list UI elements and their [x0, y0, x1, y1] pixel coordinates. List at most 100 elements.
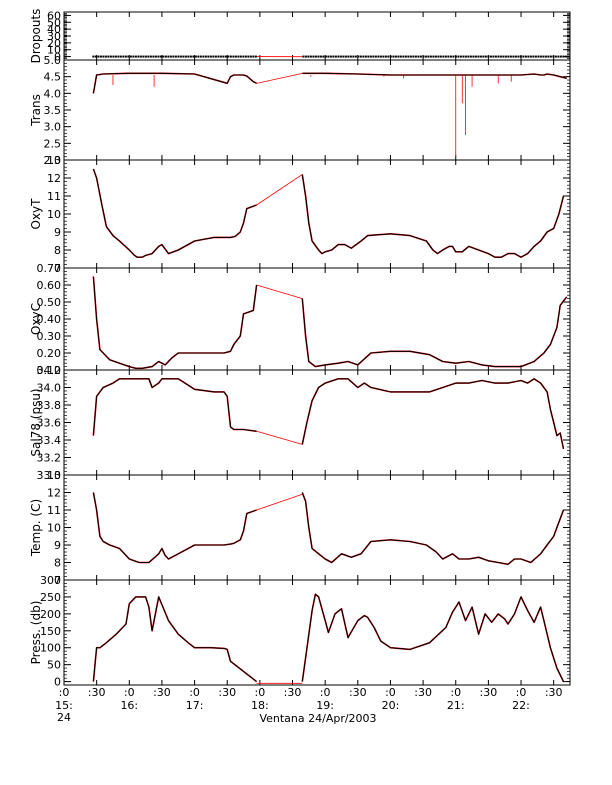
y-tick-label: 12 — [47, 172, 61, 185]
x-tick-label: :30 — [545, 686, 563, 699]
y-tick-label: 12 — [47, 487, 61, 500]
x-tick-label: :0 — [450, 686, 461, 699]
x-hour-label: 15: — [55, 699, 73, 712]
x-tick-label: :30 — [218, 686, 236, 699]
y-tick-label: 5.0 — [44, 54, 62, 67]
y-tick-label: 40 — [47, 23, 61, 36]
y-tick-label: 60 — [47, 9, 61, 22]
gap-connector-line — [256, 493, 303, 511]
y-tick-label: 3.0 — [44, 121, 62, 134]
y-tick-label: 34.2 — [37, 364, 62, 377]
y-tick-label: 0.60 — [37, 279, 62, 292]
y-tick-label: 10 — [47, 522, 61, 535]
series-line — [92, 168, 257, 258]
y-tick-label: 10 — [47, 44, 61, 57]
x-axis: Ventana 24/Apr/2003 :0 :30 :0 :30 :0 :30 :0 :30… — [55, 686, 562, 725]
series-line — [92, 72, 257, 94]
y-axis-title: Temp. (C) — [29, 499, 43, 557]
y-tick-label: 2.0 — [44, 154, 62, 167]
x-tick-label: :30 — [153, 686, 171, 699]
panel-7: 0 50 100 150 200 250 300 Press. (db) — [29, 574, 571, 689]
y-axis-title: Sal78 (psu) — [29, 388, 43, 456]
series-line — [92, 492, 257, 564]
y-axis-title: Trans — [29, 94, 43, 127]
x-tick-label: :0 — [59, 686, 70, 699]
x-hour-label: 20: — [382, 699, 400, 712]
y-tick-label: 150 — [40, 625, 61, 638]
y-axis-title: OxyT — [29, 198, 43, 230]
y-tick-label: 7 — [54, 262, 61, 275]
series-line — [301, 378, 565, 449]
x-day-label: 24 — [57, 711, 71, 724]
y-tick-label: 8 — [54, 557, 61, 570]
x-tick-label: :0 — [124, 686, 135, 699]
y-tick-label: 50 — [47, 16, 61, 29]
y-tick-label: 13 — [47, 469, 61, 482]
y-tick-label: 11 — [47, 190, 61, 203]
x-hour-label: 19: — [316, 699, 334, 712]
y-tick-label: 9 — [54, 539, 61, 552]
x-tick-label: :30 — [349, 686, 367, 699]
x-axis-label: Ventana 24/Apr/2003 — [259, 712, 376, 725]
y-tick-label: 4.0 — [44, 87, 62, 100]
y-tick-label: 100 — [40, 642, 61, 655]
x-tick-label: :0 — [255, 686, 266, 699]
gap-connector-line — [256, 430, 303, 445]
y-tick-label: 4.5 — [44, 71, 62, 84]
x-hour-label: 21: — [447, 699, 465, 712]
gap-connector-line — [256, 72, 303, 84]
x-tick-label: :0 — [516, 686, 527, 699]
y-tick-label: 0.10 — [37, 364, 62, 377]
panels-group: 0102030405060Dropouts2.02.53.03.54.04.55… — [29, 9, 571, 689]
y-tick-label: 33.6 — [37, 417, 62, 430]
y-tick-label: 30 — [47, 30, 61, 43]
series-line — [92, 276, 258, 369]
x-hour-label: 22: — [512, 699, 530, 712]
x-tick-label: :30 — [284, 686, 302, 699]
y-tick-label: 33.8 — [37, 399, 62, 412]
y-tick-label: 33.2 — [37, 452, 62, 465]
y-tick-label: 33.4 — [37, 434, 62, 447]
series-line — [301, 174, 565, 258]
panel-5: 33.0 33.2 33.4 33.6 33.8 34.0 34.2 Sal78 (psu) — [29, 364, 571, 482]
x-tick-label: :30 — [414, 686, 432, 699]
y-tick-label: 50 — [47, 659, 61, 672]
y-tick-label: 10 — [47, 208, 61, 221]
series-line — [302, 72, 567, 79]
y-tick-label: 0 — [54, 676, 61, 689]
x-tick-label: :0 — [320, 686, 331, 699]
y-tick-label: 250 — [40, 591, 61, 604]
y-tick-label: 33.0 — [37, 469, 62, 482]
y-tick-label: 200 — [40, 608, 61, 621]
y-tick-label: 0.30 — [37, 330, 62, 343]
y-tick-label: 300 — [40, 574, 61, 587]
y-tick-label: 3.5 — [44, 104, 62, 117]
x-tick-label: :0 — [385, 686, 396, 699]
y-axis-title: OxyC — [29, 303, 43, 335]
x-hour-label: 17: — [186, 699, 204, 712]
x-hour-label: 18: — [251, 699, 269, 712]
series-line — [92, 596, 257, 683]
series-line — [301, 492, 565, 565]
x-tick-label: :30 — [88, 686, 106, 699]
y-axis-title: Dropouts — [29, 9, 43, 64]
y-tick-label: 34.0 — [37, 382, 62, 395]
panel-4: 0.10 0.20 0.30 0.40 0.50 0.60 0.70 OxyC — [29, 262, 571, 377]
panel-frame — [63, 579, 571, 686]
y-tick-label: 0.20 — [37, 347, 62, 360]
y-tick-label: 8 — [54, 244, 61, 257]
x-tick-label: :30 — [480, 686, 498, 699]
y-tick-label: 2.5 — [44, 137, 62, 150]
y-tick-label: 7 — [54, 574, 61, 587]
y-tick-label: 20 — [47, 37, 61, 50]
gap-connector-line — [256, 284, 303, 299]
y-tick-label: 0.50 — [37, 296, 62, 309]
x-hour-label: 16: — [120, 699, 138, 712]
series-line — [301, 296, 568, 368]
series-line — [301, 593, 564, 682]
y-tick-label: 9 — [54, 226, 61, 239]
y-axis-title: Press. (db) — [29, 601, 43, 665]
